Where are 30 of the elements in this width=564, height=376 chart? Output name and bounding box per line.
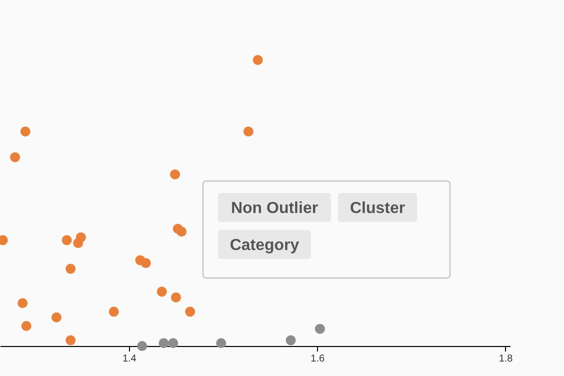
- point: [286, 335, 296, 346]
- point: [137, 341, 148, 351]
- point: [156, 286, 167, 297]
- point: [168, 338, 178, 348]
- x-tick-label: 1.8: [498, 354, 514, 364]
- annotation: Category: [230, 237, 300, 254]
- point: [21, 320, 32, 331]
- point: [76, 232, 86, 242]
- point: [176, 226, 187, 237]
- point: [140, 258, 151, 268]
- point: [108, 306, 119, 317]
- point: [185, 306, 196, 317]
- point: [243, 126, 254, 136]
- point: [314, 324, 325, 334]
- x-tick-label: 1.6: [310, 354, 325, 364]
- annotation: Cluster: [350, 200, 406, 217]
- point: [10, 152, 20, 162]
- annotation: Non Outlier: [230, 200, 318, 217]
- point: [66, 335, 76, 346]
- x-tick-label: 1.4: [122, 354, 137, 364]
- point: [20, 126, 30, 136]
- point: [18, 298, 28, 308]
- point: [51, 312, 62, 322]
- point: [170, 169, 180, 180]
- point: [252, 55, 263, 65]
- point: [66, 264, 76, 274]
- point: [158, 338, 169, 348]
- point: [170, 292, 181, 302]
- point: [62, 235, 72, 246]
- point: [216, 338, 226, 348]
